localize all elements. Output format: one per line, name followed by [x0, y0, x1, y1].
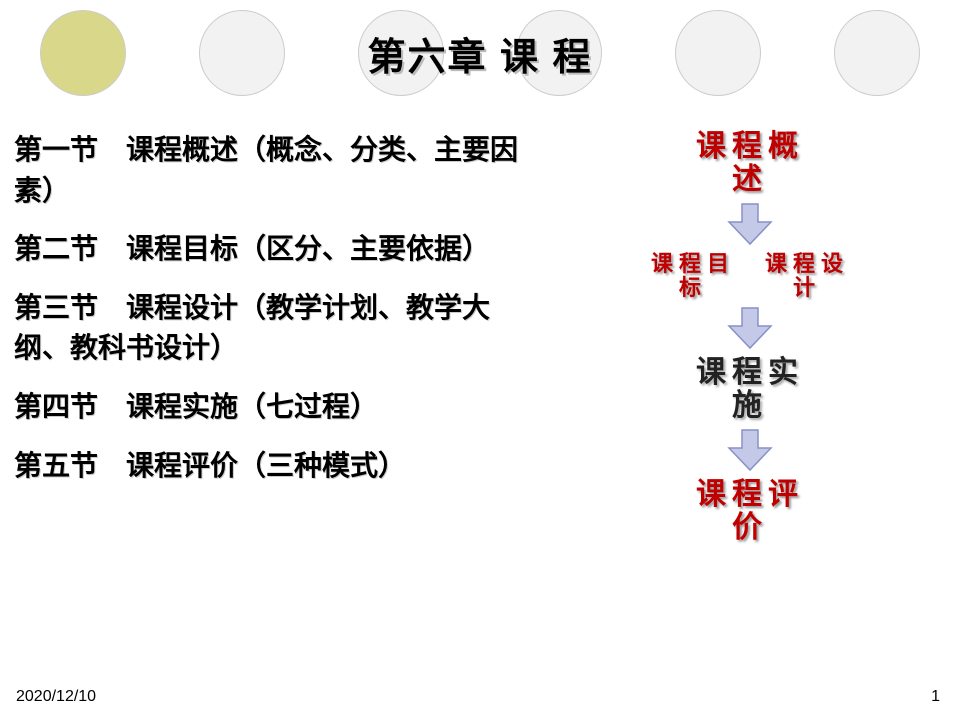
flow-node: 课程实施 — [580, 356, 920, 422]
section-item: 第三节 课程设计（教学计划、教学大纲、教科书设计） — [14, 288, 534, 369]
flow-split-row: 课程目标课程设计 — [580, 252, 920, 300]
flow-diagram: 课程概述 课程目标课程设计 课程实施 课程评价 — [580, 130, 920, 544]
down-arrow-icon — [580, 202, 920, 246]
flow-node: 课程设计 — [765, 252, 849, 300]
down-arrow-icon — [580, 428, 920, 472]
flow-node: 课程目标 — [651, 252, 735, 300]
footer-date: 2020/12/10 — [16, 688, 96, 706]
flow-node: 课程评价 — [580, 478, 920, 544]
footer-page: 1 — [931, 688, 940, 706]
flow-node: 课程概述 — [580, 130, 920, 196]
section-item: 第四节 课程实施（七过程） — [14, 387, 534, 428]
section-item: 第一节 课程概述（概念、分类、主要因素） — [14, 130, 534, 211]
chapter-title: 第六章 课 程 — [0, 26, 960, 81]
section-item: 第二节 课程目标（区分、主要依据） — [14, 229, 534, 270]
down-arrow-icon — [580, 306, 920, 350]
section-list: 第一节 课程概述（概念、分类、主要因素） 第二节 课程目标（区分、主要依据） 第三节… — [14, 130, 534, 504]
section-item: 第五节 课程评价（三种模式） — [14, 446, 534, 487]
